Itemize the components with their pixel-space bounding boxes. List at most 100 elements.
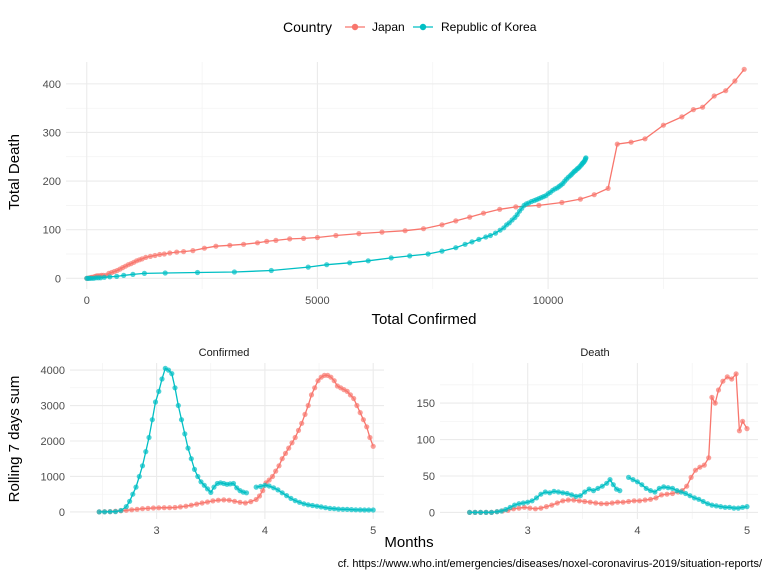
data-point-japan — [344, 388, 350, 394]
data-point-republic-of-korea — [599, 483, 605, 489]
data-point-japan — [732, 78, 738, 84]
data-point-japan — [582, 498, 588, 505]
data-point-republic-of-korea — [353, 507, 359, 513]
data-point-republic-of-korea — [331, 506, 337, 512]
data-point-japan — [467, 214, 473, 220]
data-point-republic-of-korea — [547, 490, 553, 496]
data-point-japan — [269, 473, 276, 480]
data-point-japan — [360, 417, 366, 423]
data-point-republic-of-korea — [172, 385, 178, 391]
data-point-republic-of-korea — [127, 498, 133, 504]
data-point-japan — [273, 468, 279, 474]
data-point-japan — [292, 434, 298, 441]
data-point-republic-of-korea — [674, 488, 680, 494]
data-point-japan — [692, 467, 699, 473]
data-point-republic-of-korea — [182, 431, 188, 437]
data-point-republic-of-korea — [643, 485, 649, 491]
data-point-republic-of-korea — [583, 155, 589, 161]
data-point-republic-of-korea — [590, 488, 597, 494]
data-point-japan — [642, 497, 648, 503]
data-point-republic-of-korea — [266, 483, 272, 489]
data-point-republic-of-korea — [156, 388, 162, 394]
data-point-republic-of-korea — [478, 509, 484, 515]
data-point-republic-of-korea — [569, 492, 575, 498]
data-point-republic-of-korea — [731, 505, 737, 511]
data-point-japan — [295, 427, 302, 433]
data-point-japan — [315, 378, 321, 384]
data-point-japan — [497, 206, 503, 212]
data-point-japan — [453, 218, 459, 224]
data-point-japan — [741, 66, 747, 72]
x-tick-label: 5 — [744, 525, 750, 537]
data-point-republic-of-korea — [195, 473, 201, 480]
data-point-republic-of-korea — [503, 506, 509, 513]
data-point-republic-of-korea — [114, 273, 120, 279]
data-point-republic-of-korea — [691, 495, 698, 501]
data-point-republic-of-korea — [347, 260, 353, 266]
data-point-republic-of-korea — [130, 491, 136, 497]
data-point-republic-of-korea — [483, 509, 489, 515]
data-point-republic-of-korea — [175, 402, 181, 409]
data-point-japan — [660, 122, 667, 128]
data-point-republic-of-korea — [279, 490, 285, 496]
data-point-japan — [347, 392, 353, 398]
data-point-japan — [559, 199, 565, 206]
data-point-japan — [286, 445, 292, 451]
data-point-japan — [147, 253, 153, 259]
data-point-japan — [167, 250, 173, 256]
data-point-japan — [357, 410, 363, 416]
data-point-japan — [690, 107, 697, 113]
data-point-japan — [194, 501, 200, 507]
data-point-republic-of-korea — [462, 241, 468, 247]
data-point-republic-of-korea — [136, 473, 142, 480]
data-point-japan — [593, 500, 599, 506]
data-point-japan — [604, 501, 610, 507]
data-point-republic-of-korea — [705, 501, 711, 507]
data-point-republic-of-korea — [511, 502, 518, 508]
strip-label-confirmed: Confirmed — [199, 347, 250, 359]
data-point-japan — [183, 503, 189, 509]
strip-confirmed — [70, 342, 384, 360]
y-tick-label: 4000 — [41, 365, 65, 377]
top-x-axis-title: Total Confirmed — [371, 311, 476, 328]
plot-confirmed-rolling: 3 4 5 0 1000 2000 3000 4000 — [41, 363, 384, 537]
data-point-japan — [210, 498, 216, 504]
x-tick-label: 3 — [154, 525, 160, 537]
data-point-japan — [167, 505, 173, 511]
data-point-republic-of-korea — [112, 509, 119, 515]
y-tick-label: 0 — [429, 507, 435, 519]
data-point-japan — [273, 237, 279, 243]
data-point-japan — [152, 252, 158, 259]
x-tick-label: 0 — [84, 295, 90, 307]
data-point-republic-of-korea — [722, 504, 728, 510]
data-point-japan — [715, 387, 722, 393]
data-point-japan — [289, 440, 295, 446]
y-tick-label: 150 — [417, 398, 435, 410]
data-point-republic-of-korea — [555, 489, 562, 495]
data-point-japan — [729, 376, 735, 382]
data-point-republic-of-korea — [520, 500, 526, 506]
data-point-republic-of-korea — [551, 488, 557, 494]
data-point-republic-of-korea — [201, 482, 207, 488]
data-point-republic-of-korea — [726, 504, 733, 510]
y-tick-label: 0 — [55, 273, 61, 285]
data-point-japan — [609, 500, 615, 506]
data-point-japan — [312, 385, 318, 391]
legend-dot-korea — [419, 23, 427, 31]
data-point-republic-of-korea — [582, 489, 588, 495]
data-point-japan — [305, 402, 311, 409]
data-point-japan — [276, 463, 282, 469]
data-point-republic-of-korea — [365, 258, 371, 264]
x-tick-label: 3 — [525, 525, 531, 537]
data-point-republic-of-korea — [284, 493, 290, 499]
data-point-japan — [711, 93, 717, 99]
data-point-republic-of-korea — [327, 505, 333, 511]
data-point-japan — [201, 245, 207, 251]
y-tick-label: 100 — [417, 435, 435, 447]
data-point-republic-of-korea — [253, 484, 259, 490]
data-point-republic-of-korea — [314, 503, 320, 509]
data-point-japan — [669, 490, 676, 497]
data-point-japan — [161, 505, 167, 511]
source-caption: cf. https://www.who.int/emergencies/dise… — [338, 558, 763, 570]
data-point-japan — [658, 492, 665, 498]
